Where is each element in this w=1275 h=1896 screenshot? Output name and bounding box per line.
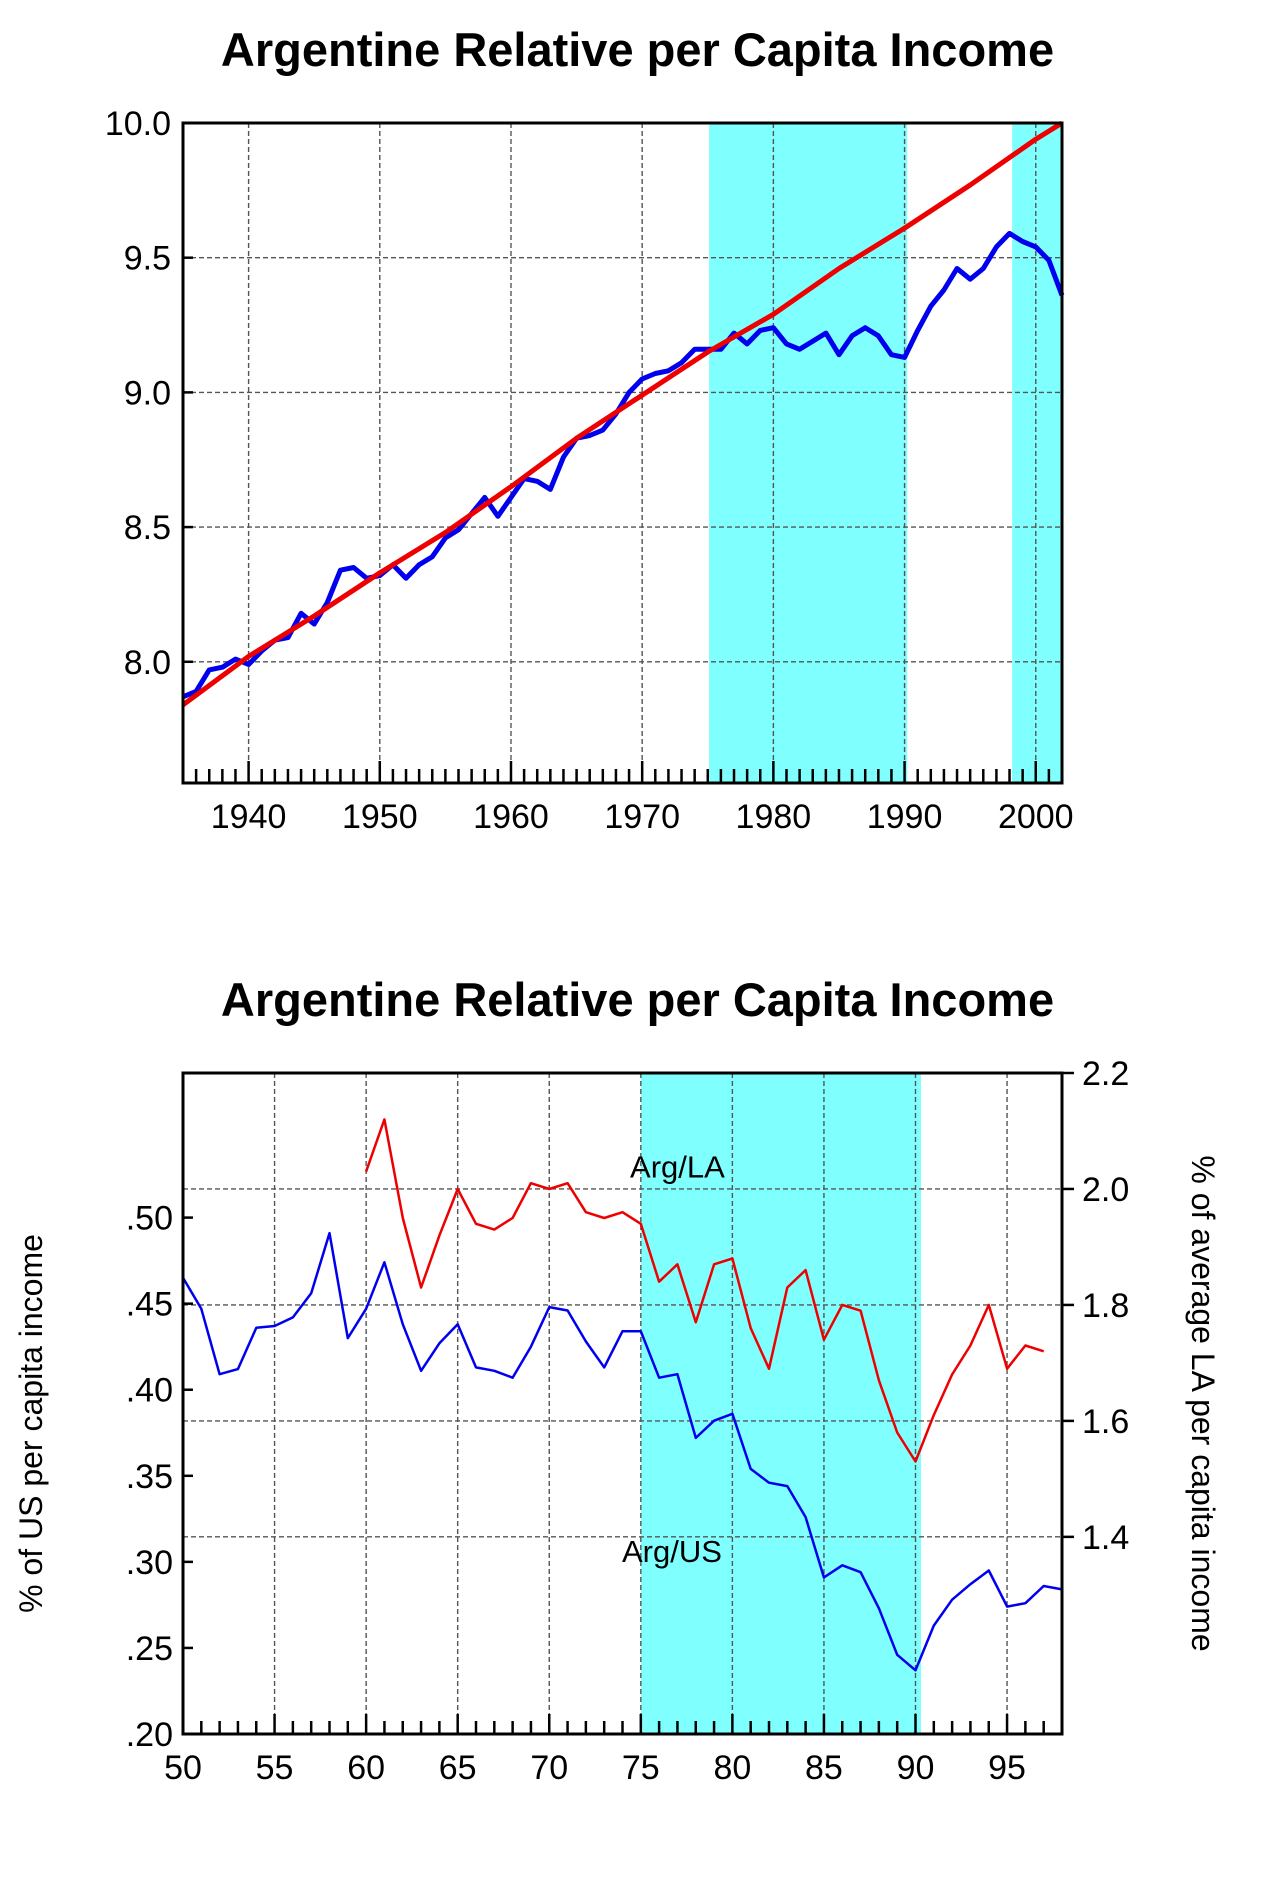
x-tick-label: 1990: [867, 798, 943, 836]
y-left-tick-label: .40: [126, 1372, 173, 1410]
x-tick-label: 85: [805, 1749, 843, 1787]
x-tick-label: 70: [530, 1749, 568, 1787]
y-left-tick-label: .30: [126, 1544, 173, 1582]
shaded-period: [640, 1073, 921, 1734]
y-left-axis-title: % of US per capita income: [13, 1234, 49, 1613]
series-annotation: Arg/LA: [630, 1149, 725, 1184]
y-left-tick-label: .25: [126, 1630, 173, 1668]
y-right-tick-label: 1.4: [1082, 1519, 1129, 1557]
y-right-tick-label: 1.8: [1082, 1287, 1129, 1325]
chart-2: Arg/LA Arg/US 50 55 60 65 70 75 80 85 90 95 .20 .25 .3…: [13, 1055, 1221, 1787]
y-left-tick-label: .20: [126, 1716, 173, 1754]
x-tick-label: 50: [164, 1749, 202, 1787]
y-tick-label: 8.5: [124, 509, 171, 547]
x-tick-label: 95: [988, 1749, 1026, 1787]
x-tick-label: 80: [713, 1749, 751, 1787]
y-left-tick-label: .35: [126, 1458, 173, 1496]
y-right-tick-label: 2.2: [1082, 1055, 1129, 1093]
x-tick-label: 65: [439, 1749, 477, 1787]
chart-1: 8.0 8.5 9.0 9.5 10.0 1940 1950 1960 1970 1980 1990…: [105, 105, 1074, 836]
actual-income-line: [182, 230, 1065, 700]
x-tick-label: 60: [347, 1749, 385, 1787]
shaded-period: [709, 123, 908, 783]
y-left-tick-label: .50: [126, 1200, 173, 1238]
arg-la-line: [364, 1118, 1045, 1463]
x-tick-label: 75: [622, 1749, 660, 1787]
chart-2-title: Argentine Relative per Capita Income: [220, 973, 1055, 1026]
x-tick-label: 90: [897, 1749, 935, 1787]
arg-us-line: [181, 1231, 1063, 1672]
series-annotation: Arg/US: [622, 1534, 722, 1569]
x-tick-label: 1970: [604, 798, 680, 836]
trend-line: [181, 120, 1064, 707]
y-tick-label: 9.5: [124, 240, 171, 278]
y-right-axis-title: % of average LA per capita income: [1185, 1155, 1221, 1651]
y-right-tick-label: 1.6: [1082, 1403, 1129, 1441]
y-left-tick-label: .45: [126, 1286, 173, 1324]
plot-frame: [181, 121, 1064, 785]
x-tick-label: 2000: [998, 798, 1074, 836]
x-tick-label: 55: [256, 1749, 294, 1787]
y-right-tick-label: 2.0: [1082, 1171, 1129, 1209]
plot-area: [183, 123, 1062, 783]
chart-1-title: Argentine Relative per Capita Income: [220, 23, 1055, 76]
y-tick-label: 10.0: [105, 105, 171, 143]
x-tick-label: 1960: [473, 798, 549, 836]
x-tick-label: 1950: [342, 798, 418, 836]
y-tick-label: 8.0: [124, 644, 171, 682]
y-tick-label: 9.0: [124, 374, 171, 412]
x-tick-label: 1940: [211, 798, 287, 836]
x-tick-label: 1980: [736, 798, 812, 836]
shaded-period: [1012, 123, 1062, 783]
